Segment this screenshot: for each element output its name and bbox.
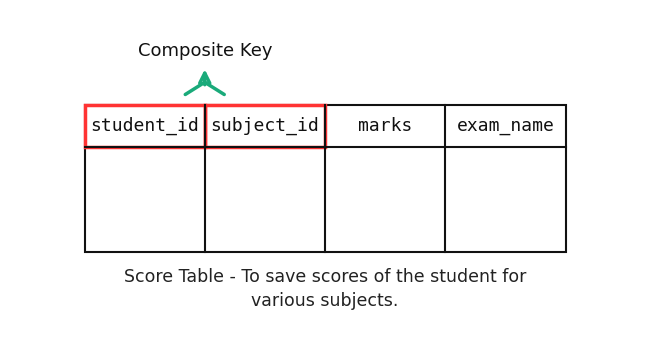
Text: Composite Key: Composite Key (138, 42, 272, 60)
Bar (205, 105, 325, 147)
Text: exam_name: exam_name (456, 117, 554, 135)
Bar (84, 105, 566, 252)
Text: subject_id: subject_id (211, 117, 319, 135)
Bar (84, 105, 205, 147)
Text: student_id: student_id (90, 117, 199, 135)
Text: various subjects.: various subjects. (252, 292, 398, 310)
Text: marks: marks (358, 117, 412, 135)
Text: Score Table - To save scores of the student for: Score Table - To save scores of the stud… (124, 267, 526, 286)
